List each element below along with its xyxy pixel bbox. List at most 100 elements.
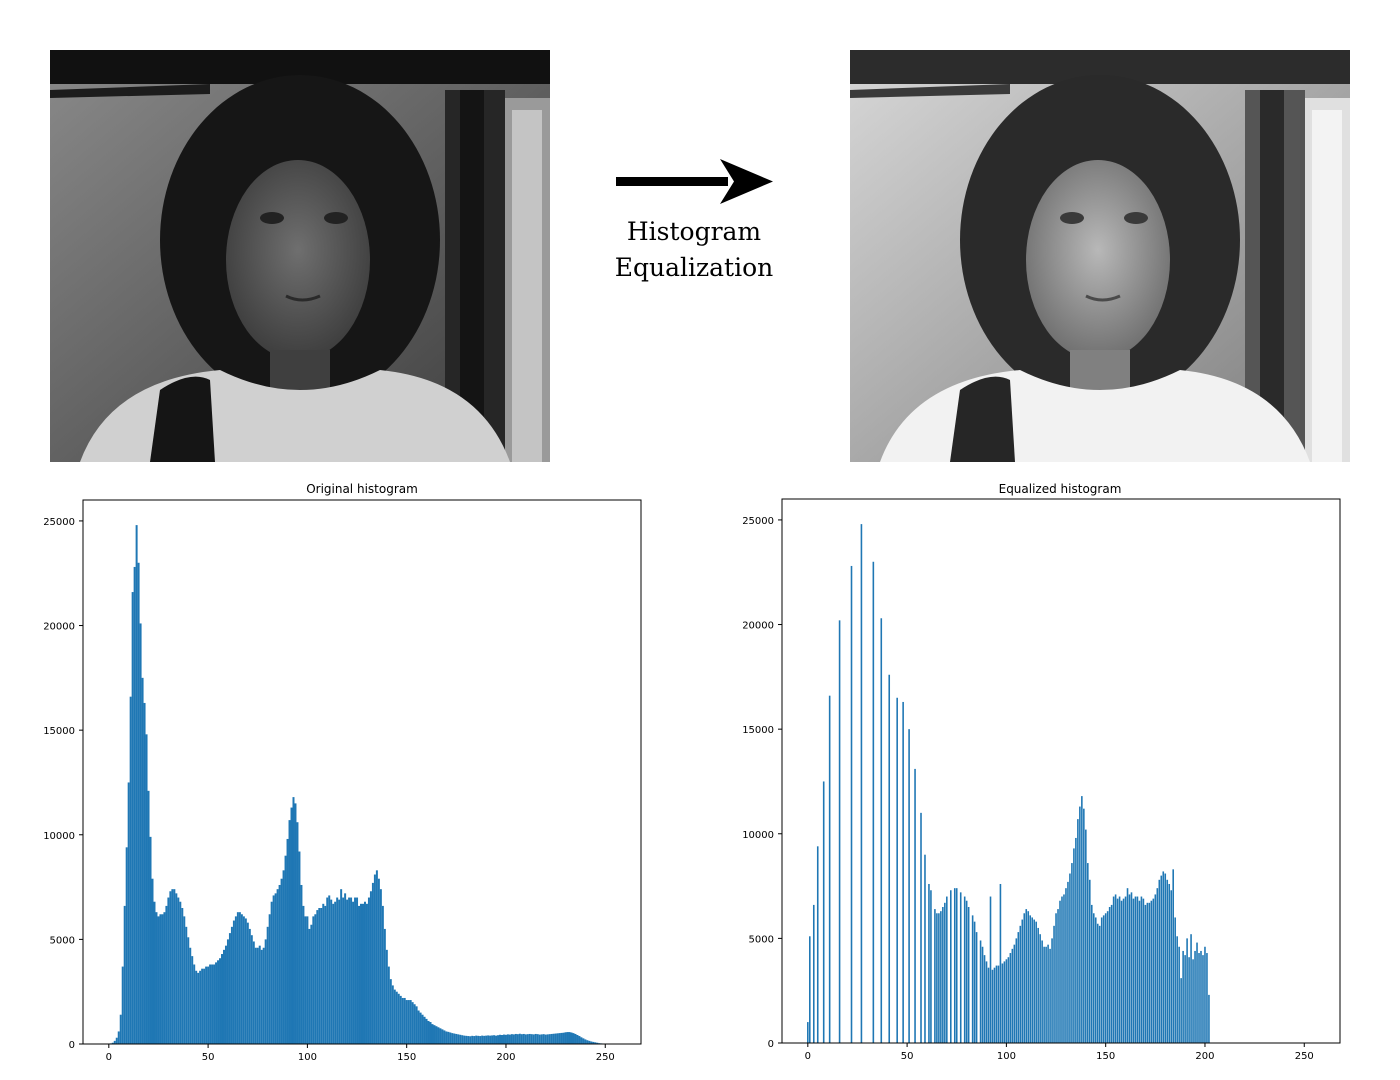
histogram-bar xyxy=(165,905,168,1044)
histogram-bar xyxy=(872,561,875,1043)
histogram-bar xyxy=(588,1040,591,1044)
histogram-bar xyxy=(542,1034,545,1044)
histogram-bar xyxy=(348,897,351,1044)
original-photo xyxy=(50,50,550,462)
histogram-bar xyxy=(397,993,400,1044)
histogram-bar xyxy=(467,1036,470,1044)
histogram-bar xyxy=(185,926,188,1044)
histogram-bar xyxy=(463,1035,466,1044)
histogram-bar xyxy=(942,907,944,1043)
histogram-bar xyxy=(181,908,184,1044)
histogram-bar xyxy=(1011,948,1014,1043)
histogram-bar xyxy=(356,897,359,1044)
histogram-bar xyxy=(1029,915,1032,1043)
histogram-bar xyxy=(139,623,142,1044)
y-tick-label: 20000 xyxy=(742,621,774,632)
histogram-bar xyxy=(266,926,269,1044)
histogram-bar xyxy=(1092,913,1095,1043)
histogram-bar xyxy=(999,883,1002,1043)
histogram-bar xyxy=(1192,959,1194,1043)
histogram-bar xyxy=(1168,883,1171,1043)
histogram-bar xyxy=(538,1034,541,1044)
histogram-bar xyxy=(405,1000,408,1044)
histogram-bar xyxy=(1158,879,1161,1043)
y-axis: 0 5000 10000 15000 20000 25000 xyxy=(742,516,782,1050)
histogram-bar xyxy=(471,1035,474,1044)
histogram-bar xyxy=(1075,837,1077,1043)
histogram-bar xyxy=(262,947,265,1044)
histogram-bar xyxy=(920,812,922,1043)
histogram-bar xyxy=(389,979,392,1044)
histogram-bar xyxy=(391,985,394,1044)
histogram-bar xyxy=(141,677,144,1044)
histogram-bar xyxy=(377,878,380,1044)
plot-frame xyxy=(781,498,1341,1044)
histogram-bar xyxy=(584,1039,587,1044)
histogram-bar xyxy=(1148,902,1151,1043)
histogram-bar xyxy=(1017,932,1020,1043)
original-photo-image xyxy=(50,50,550,462)
histogram-bar xyxy=(1035,921,1037,1043)
histogram-bar xyxy=(290,807,293,1044)
histogram-bar xyxy=(334,901,337,1044)
histogram-bar xyxy=(997,965,1000,1043)
histogram-bar xyxy=(288,820,291,1044)
histogram-bar xyxy=(373,874,376,1044)
histogram-bar xyxy=(222,949,225,1044)
x-tick-label: 100 xyxy=(298,1052,317,1063)
y-axis: 0 5000 10000 15000 20000 25000 xyxy=(43,517,83,1051)
histogram-bar xyxy=(213,964,216,1044)
y-tick-label: 15000 xyxy=(43,726,75,737)
histogram-bar xyxy=(816,846,819,1043)
histogram-bar xyxy=(340,889,343,1044)
histogram-bar xyxy=(479,1036,482,1044)
histogram-bar xyxy=(163,912,166,1044)
histogram-bar xyxy=(365,903,368,1044)
x-tick-label: 150 xyxy=(397,1052,416,1063)
histogram-bar xyxy=(1174,917,1176,1043)
histogram-bar xyxy=(552,1033,555,1044)
histogram-bar xyxy=(274,893,277,1044)
histogram-bar xyxy=(1051,938,1053,1043)
histogram-bar xyxy=(415,1006,418,1044)
histogram-bar xyxy=(221,954,223,1044)
histogram-bar xyxy=(1208,994,1210,1043)
histogram-bar xyxy=(121,966,124,1044)
histogram-bar xyxy=(485,1035,488,1044)
histogram-bar xyxy=(248,928,251,1044)
histogram-bar xyxy=(1152,898,1155,1043)
histogram-bar xyxy=(151,878,154,1044)
histogram-bar xyxy=(294,803,297,1044)
histogram-bar xyxy=(1182,950,1184,1043)
histogram-bar xyxy=(940,911,942,1043)
histogram-bar xyxy=(506,1034,509,1044)
histogram-bar xyxy=(487,1035,490,1044)
histogram-bar xyxy=(425,1018,428,1044)
histogram-bar xyxy=(411,1002,414,1044)
histogram-bar xyxy=(1142,898,1145,1043)
histogram-bar xyxy=(1204,946,1206,1043)
histogram-bar xyxy=(1001,963,1004,1043)
histogram-bar xyxy=(417,1010,420,1044)
histogram-bar xyxy=(475,1035,478,1044)
histogram-bar xyxy=(169,891,172,1044)
histogram-bar xyxy=(147,790,150,1044)
histogram-bar xyxy=(201,968,204,1044)
histogram-bar xyxy=(1176,936,1178,1043)
histogram-bar xyxy=(838,620,841,1043)
histogram-bar xyxy=(502,1034,505,1044)
histogram-bar xyxy=(566,1032,569,1044)
histogram-bar xyxy=(211,964,214,1044)
arrow-caption-line1: Histogram xyxy=(626,217,762,246)
histogram-bar xyxy=(1134,896,1137,1043)
histogram-bar xyxy=(324,905,327,1044)
histogram-bar xyxy=(399,995,402,1044)
histogram-bar xyxy=(1184,955,1186,1043)
histogram-bar xyxy=(989,896,992,1043)
histogram-bar xyxy=(143,702,146,1044)
histogram-bar xyxy=(284,855,287,1044)
histogram-bar xyxy=(401,997,404,1044)
histogram-bar xyxy=(514,1033,517,1044)
histogram-bar xyxy=(1077,819,1079,1043)
histogram-bar xyxy=(1096,923,1099,1043)
